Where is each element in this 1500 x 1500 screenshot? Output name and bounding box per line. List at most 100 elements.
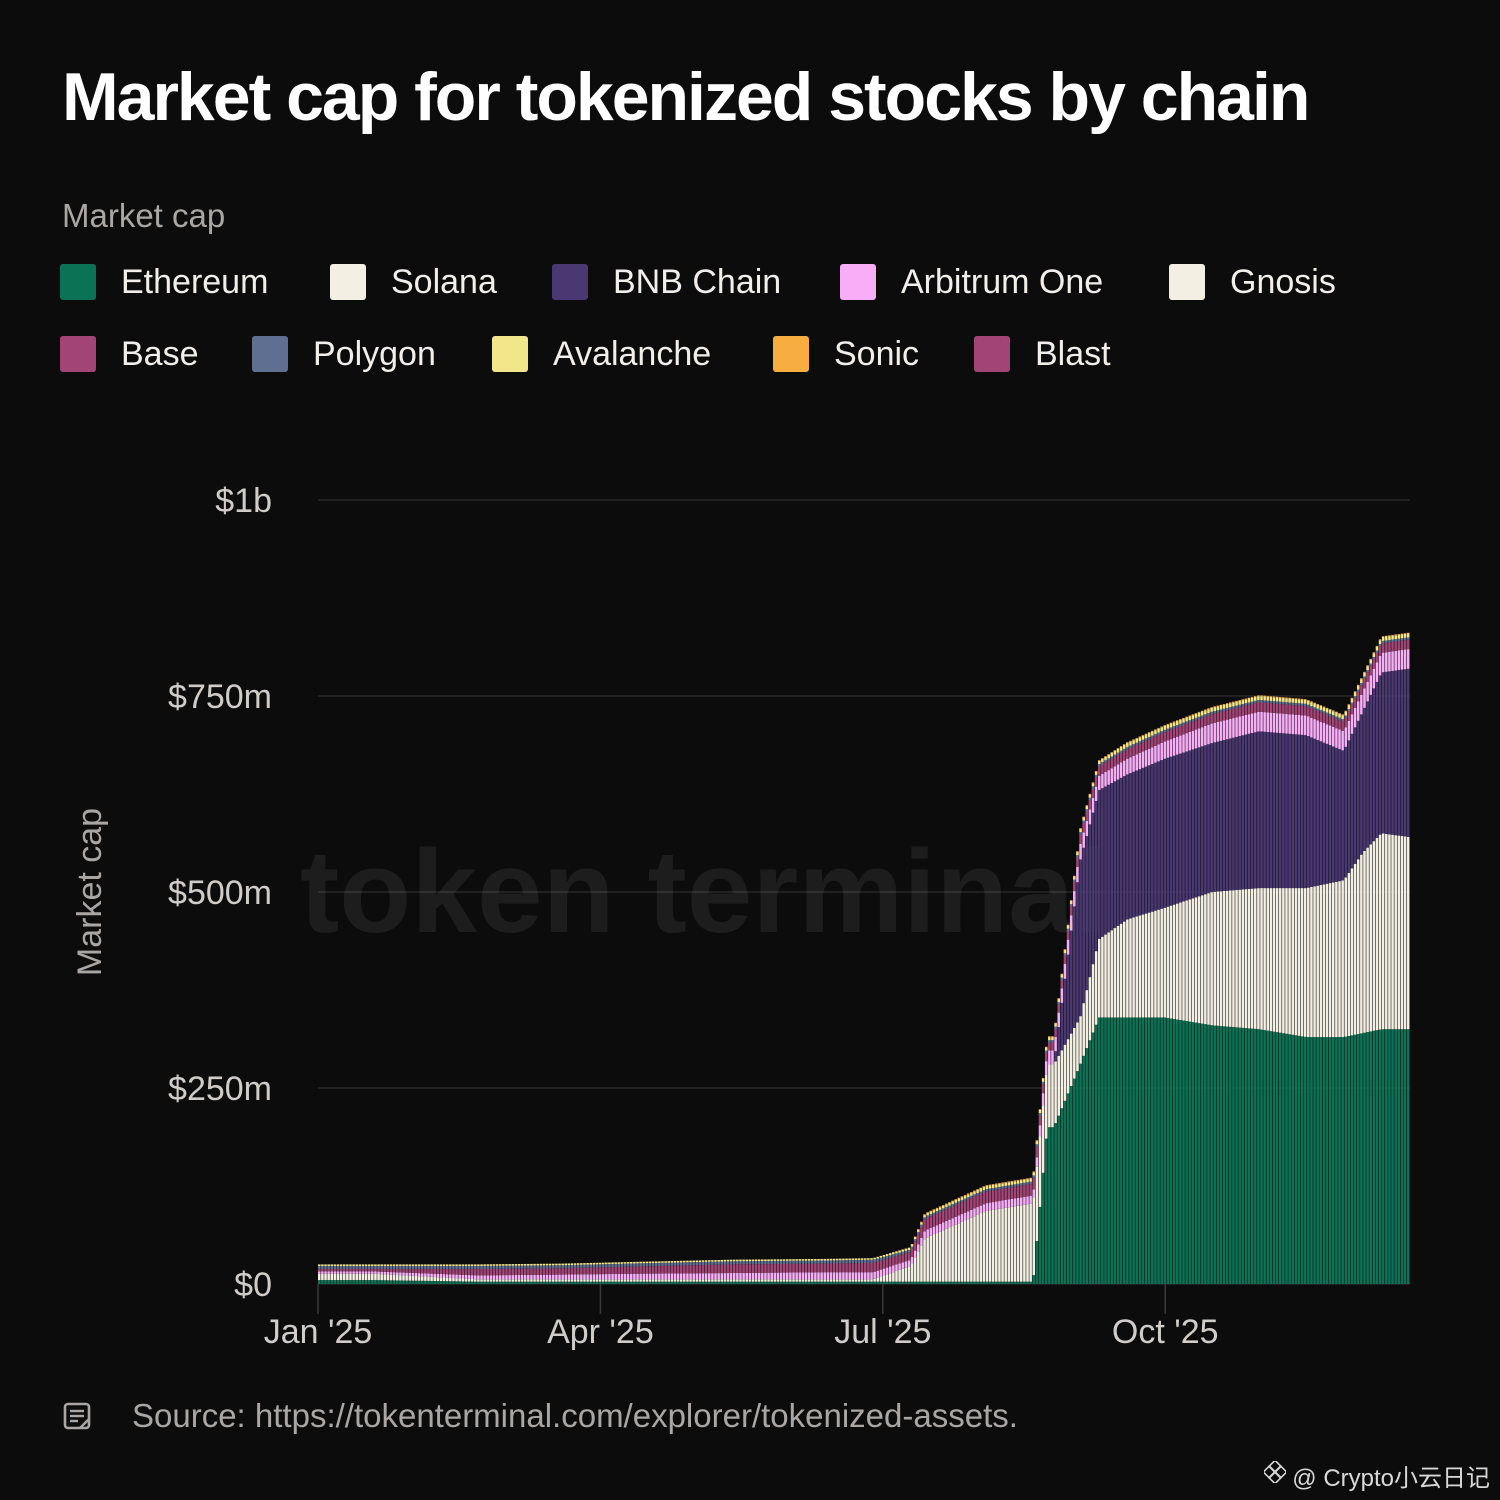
bar-segment: [888, 1257, 892, 1267]
legend-item-arbitrum-one[interactable]: Arbitrum One: [840, 262, 1103, 302]
bar: [792, 1259, 795, 1284]
bar-segment: [1176, 754, 1179, 904]
bar-segment: [807, 1259, 811, 1261]
bar: [1122, 744, 1126, 1284]
legend-item-polygon[interactable]: Polygon: [252, 334, 436, 374]
legend-item-base[interactable]: Base: [60, 334, 199, 374]
legend-item-blast[interactable]: Blast: [974, 334, 1111, 374]
bar-segment: [1344, 711, 1348, 716]
bar-segment: [920, 1245, 923, 1282]
bar: [736, 1259, 739, 1284]
bar-segment: [904, 1248, 908, 1251]
bar-segment: [1119, 762, 1123, 778]
bar-segment: [371, 1273, 374, 1281]
bar-segment: [580, 1264, 583, 1268]
bar-segment: [539, 1274, 543, 1280]
bar-segment: [614, 1262, 617, 1264]
bar-segment: [1356, 684, 1360, 686]
bar-segment: [595, 1262, 599, 1265]
legend-item-bnb-chain[interactable]: BNB Chain: [552, 262, 781, 302]
bar-segment: [1116, 925, 1120, 1018]
bar-segment: [324, 1269, 327, 1272]
bar-segment: [829, 1281, 833, 1284]
bar-segment: [1247, 714, 1251, 734]
bar-segment: [873, 1259, 876, 1263]
bar-segment: [1126, 749, 1129, 759]
bar-segment: [714, 1261, 717, 1265]
bar-segment: [954, 1205, 958, 1217]
bar-segment: [342, 1280, 346, 1284]
bar-segment: [583, 1281, 586, 1284]
bar-segment: [1016, 1183, 1020, 1187]
bar-segment: [439, 1273, 443, 1278]
legend-item-sonic[interactable]: Sonic: [773, 334, 919, 374]
bar-segment: [932, 1212, 936, 1215]
bar-segment: [1151, 731, 1154, 736]
bar-segment: [1375, 662, 1379, 682]
bar-segment: [1269, 696, 1273, 697]
bar: [392, 1264, 396, 1284]
legend-item-gnosis[interactable]: Gnosis: [1169, 262, 1336, 302]
bar-segment: [689, 1273, 692, 1280]
bar-segment: [1381, 643, 1385, 653]
bar-segment: [339, 1280, 343, 1284]
bar-segment: [1104, 762, 1107, 773]
bar-segment: [430, 1269, 433, 1274]
bar-segment: [1350, 868, 1354, 1036]
bar-segment: [1285, 702, 1288, 705]
bar-segment: [1007, 1187, 1011, 1200]
bar-segment: [1341, 880, 1344, 1038]
legend-item-solana[interactable]: Solana: [330, 262, 497, 302]
bar: [1216, 705, 1220, 1284]
bar-segment: [1388, 651, 1391, 672]
bar-segment: [870, 1258, 873, 1260]
bar-segment: [654, 1279, 658, 1282]
bar-segment: [380, 1264, 383, 1266]
bar-segment: [661, 1273, 664, 1280]
bar-segment: [945, 1228, 948, 1282]
bar-segment: [1151, 737, 1154, 748]
bar-segment: [1247, 733, 1251, 889]
bar-segment: [371, 1280, 374, 1284]
bar-segment: [860, 1281, 864, 1284]
bar: [960, 1196, 964, 1284]
bar-segment: [520, 1279, 524, 1282]
bar-segment: [1244, 1028, 1248, 1284]
bar: [1182, 717, 1185, 1284]
bar-segment: [701, 1261, 705, 1266]
bar-segment: [842, 1258, 845, 1261]
bar-segment: [673, 1265, 677, 1274]
bar-segment: [1391, 641, 1394, 652]
bar-segment: [711, 1279, 714, 1282]
bar-segment: [1144, 734, 1148, 739]
bar-segment: [436, 1264, 440, 1266]
bar: [748, 1259, 752, 1284]
bar-segment: [1160, 742, 1163, 761]
source-text[interactable]: Source: https://tokenterminal.com/explor…: [132, 1397, 1018, 1434]
bar-segment: [408, 1275, 412, 1281]
bar-segment: [692, 1273, 695, 1280]
bar-segment: [786, 1259, 789, 1261]
bar-segment: [1023, 1179, 1026, 1183]
bar-segment: [508, 1281, 511, 1284]
bar-segment: [960, 1281, 964, 1284]
legend-item-ethereum[interactable]: Ethereum: [60, 262, 268, 302]
bar: [658, 1261, 661, 1284]
bar-segment: [1210, 892, 1213, 1026]
bar-segment: [1163, 729, 1167, 733]
bar-segment: [1151, 730, 1154, 732]
bar: [511, 1264, 514, 1284]
bar-segment: [917, 1244, 920, 1252]
bar-segment: [1272, 1031, 1276, 1284]
bar-segment: [1244, 698, 1248, 700]
legend-item-avalanche[interactable]: Avalanche: [492, 334, 711, 374]
bar-segment: [495, 1281, 499, 1284]
bar-segment: [661, 1279, 664, 1282]
bar-segment: [792, 1272, 795, 1280]
bar: [1104, 756, 1107, 1284]
bar-segment: [876, 1256, 880, 1259]
bar-segment: [1194, 720, 1198, 730]
bar-segment: [839, 1263, 842, 1273]
bar-segment: [502, 1268, 505, 1276]
bar-segment: [1297, 715, 1301, 735]
